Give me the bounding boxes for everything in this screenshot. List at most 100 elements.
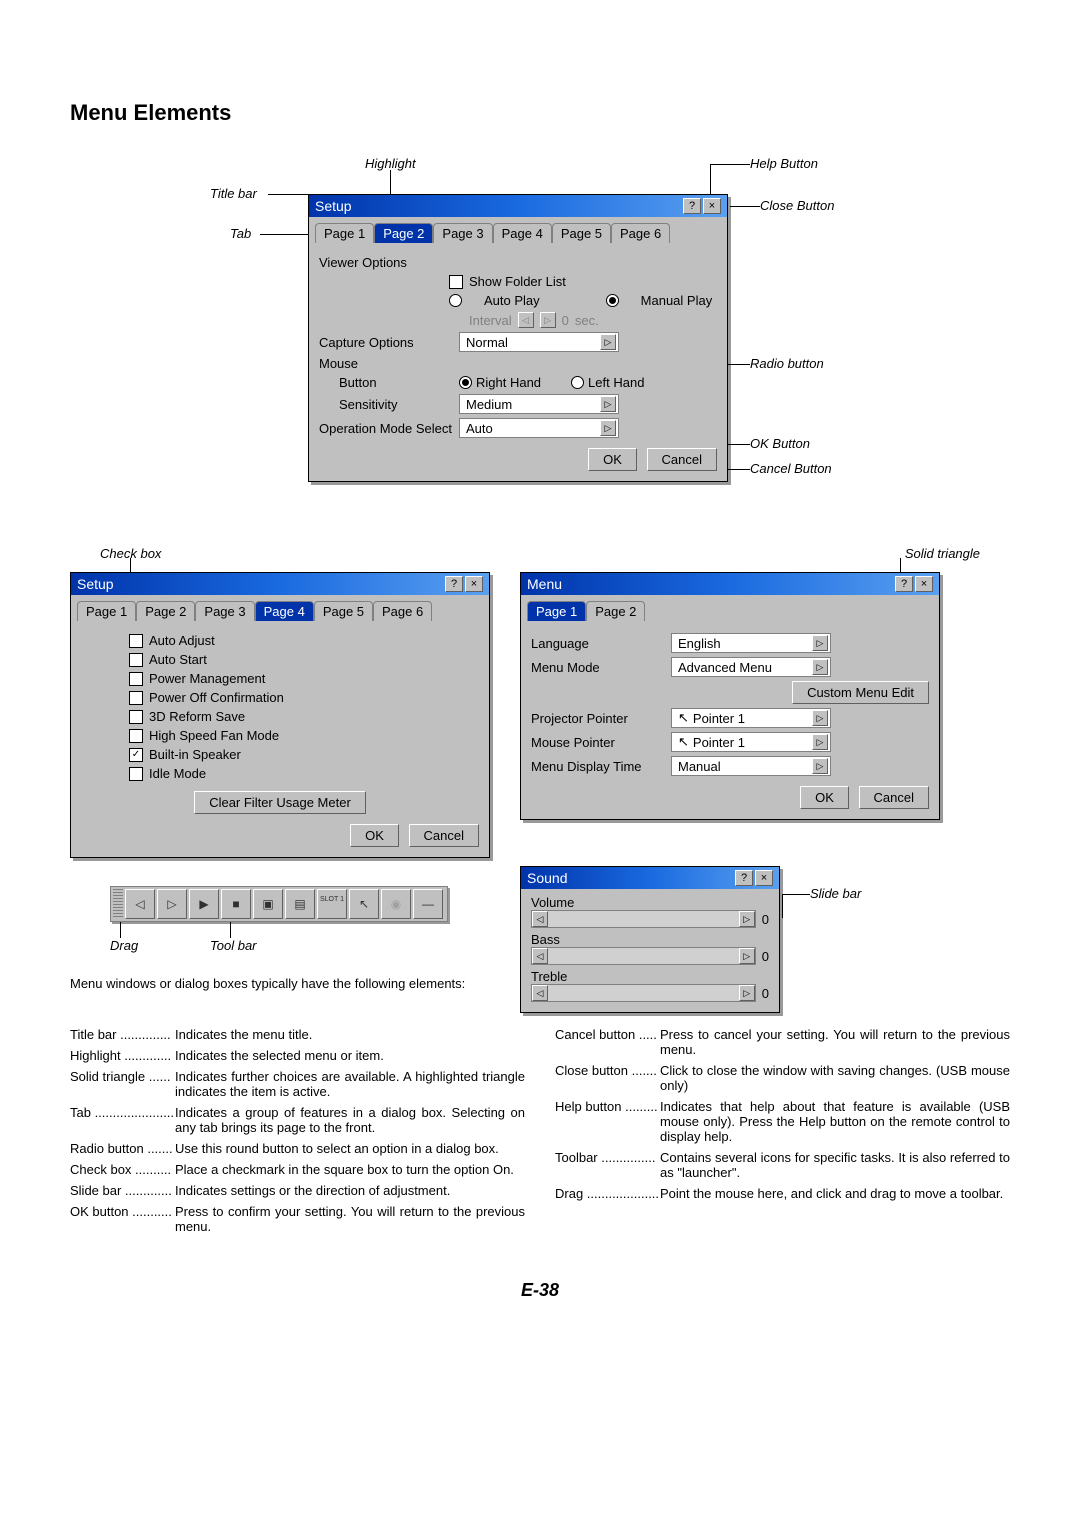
- title-bar[interactable]: Menu ? ×: [521, 573, 939, 595]
- checkbox[interactable]: [129, 691, 143, 705]
- checkbox[interactable]: [129, 710, 143, 724]
- stamp-icon[interactable]: ◉: [381, 889, 411, 919]
- treble-slider[interactable]: ◁▷: [531, 984, 756, 1002]
- slider-right-icon[interactable]: ▷: [739, 948, 755, 964]
- desc-item: Drag ....................Point the mouse…: [555, 1186, 1010, 1201]
- minimize-icon[interactable]: —: [413, 889, 443, 919]
- tab-page-3[interactable]: Page 3: [433, 223, 492, 243]
- checkbox[interactable]: [129, 729, 143, 743]
- interval-left-icon[interactable]: ◁: [518, 312, 534, 328]
- menu-mode-combo[interactable]: Advanced Menu▷: [671, 657, 831, 677]
- desc-def: Indicates the selected menu or item.: [175, 1048, 525, 1063]
- auto-play-radio[interactable]: [449, 294, 462, 307]
- tab-page-6[interactable]: Page 6: [373, 601, 432, 621]
- sensitivity-combo[interactable]: Medium▷: [459, 394, 619, 414]
- left-hand-radio[interactable]: [571, 376, 584, 389]
- projector-pointer-combo[interactable]: ↖Pointer 1▷: [671, 708, 831, 728]
- slot-icon[interactable]: SLOT 1: [317, 889, 347, 919]
- tab-page-5[interactable]: Page 5: [314, 601, 373, 621]
- triangle-icon: ▷: [600, 396, 616, 412]
- ok-button[interactable]: OK: [588, 448, 637, 471]
- interval-label: Interval: [469, 313, 512, 328]
- toolbar[interactable]: ◁ ▷ ▶ ■ ▣ ▤ SLOT 1 ↖ ◉ —: [110, 886, 448, 922]
- doc-icon[interactable]: ▤: [285, 889, 315, 919]
- help-icon[interactable]: ?: [895, 576, 913, 592]
- drag-handle[interactable]: [113, 889, 123, 919]
- tab-page-4[interactable]: Page 4: [493, 223, 552, 243]
- tab-page-2[interactable]: Page 2: [586, 601, 645, 621]
- language-combo[interactable]: English▷: [671, 633, 831, 653]
- tab-page-5[interactable]: Page 5: [552, 223, 611, 243]
- interval-right-icon[interactable]: ▷: [540, 312, 556, 328]
- tab-page-1[interactable]: Page 1: [527, 601, 586, 621]
- desc-item: Toolbar ...............Contains several …: [555, 1150, 1010, 1180]
- slider-right-icon[interactable]: ▷: [739, 911, 755, 927]
- tab-page-2[interactable]: Page 2: [374, 223, 433, 243]
- pointer-icon[interactable]: ↖: [349, 889, 379, 919]
- slider-right-icon[interactable]: ▷: [739, 985, 755, 1001]
- op-mode-combo[interactable]: Auto▷: [459, 418, 619, 438]
- list-item: Idle Mode: [129, 766, 479, 781]
- triangle-icon: ▷: [812, 659, 828, 675]
- tab-page-1[interactable]: Page 1: [77, 601, 136, 621]
- ok-button[interactable]: OK: [350, 824, 399, 847]
- title-bar[interactable]: Setup ? ×: [309, 195, 727, 217]
- bass-slider[interactable]: ◁▷: [531, 947, 756, 965]
- slider-left-icon[interactable]: ◁: [532, 911, 548, 927]
- show-folder-list-checkbox[interactable]: [449, 275, 463, 289]
- desc-term: OK button ...........: [70, 1204, 175, 1234]
- prev-icon[interactable]: ◁: [125, 889, 155, 919]
- clear-filter-button[interactable]: Clear Filter Usage Meter: [194, 791, 366, 814]
- slider-left-icon[interactable]: ◁: [532, 948, 548, 964]
- tab-page-4[interactable]: Page 4: [255, 601, 314, 621]
- tab-page-3[interactable]: Page 3: [195, 601, 254, 621]
- help-icon[interactable]: ?: [735, 870, 753, 886]
- help-icon[interactable]: ?: [445, 576, 463, 592]
- play-icon[interactable]: ▶: [189, 889, 219, 919]
- callout-radio: Radio button: [750, 356, 824, 371]
- desc-term: Tab ......................: [70, 1105, 175, 1135]
- checkbox[interactable]: [129, 672, 143, 686]
- window-icon[interactable]: ▣: [253, 889, 283, 919]
- tab-page-2[interactable]: Page 2: [136, 601, 195, 621]
- custom-menu-edit-button[interactable]: Custom Menu Edit: [792, 681, 929, 704]
- triangle-icon: ▷: [812, 635, 828, 651]
- tab-page-6[interactable]: Page 6: [611, 223, 670, 243]
- stop-icon[interactable]: ■: [221, 889, 251, 919]
- mouse-pointer-combo[interactable]: ↖Pointer 1▷: [671, 732, 831, 752]
- desc-term: Drag ....................: [555, 1186, 660, 1201]
- desc-def: Indicates a group of features in a dialo…: [175, 1105, 525, 1135]
- ok-button[interactable]: OK: [800, 786, 849, 809]
- next-icon[interactable]: ▷: [157, 889, 187, 919]
- desc-term: Solid triangle ......: [70, 1069, 175, 1099]
- cancel-button[interactable]: Cancel: [647, 448, 717, 471]
- viewer-options-label: Viewer Options: [319, 255, 407, 270]
- checkbox[interactable]: [129, 748, 143, 762]
- manual-play-radio[interactable]: [606, 294, 619, 307]
- checkbox[interactable]: [129, 634, 143, 648]
- triangle-icon: ▷: [600, 420, 616, 436]
- menu-display-time-combo[interactable]: Manual▷: [671, 756, 831, 776]
- checkbox-label: Auto Adjust: [149, 633, 215, 648]
- cancel-button[interactable]: Cancel: [409, 824, 479, 847]
- desc-item: Highlight .............Indicates the sel…: [70, 1048, 525, 1063]
- title-bar[interactable]: Sound ? ×: [521, 867, 779, 889]
- slider-left-icon[interactable]: ◁: [532, 985, 548, 1001]
- title-bar[interactable]: Setup ? ×: [71, 573, 489, 595]
- volume-slider[interactable]: ◁▷: [531, 910, 756, 928]
- help-icon[interactable]: ?: [683, 198, 701, 214]
- checkbox[interactable]: [129, 653, 143, 667]
- right-hand-radio[interactable]: [459, 376, 472, 389]
- title-text: Sound: [527, 870, 733, 886]
- checkbox[interactable]: [129, 767, 143, 781]
- close-icon[interactable]: ×: [915, 576, 933, 592]
- capture-options-combo[interactable]: Normal▷: [459, 332, 619, 352]
- desc-term: Highlight .............: [70, 1048, 175, 1063]
- callout-drag: Drag: [110, 938, 138, 953]
- tab-page-1[interactable]: Page 1: [315, 223, 374, 243]
- close-icon[interactable]: ×: [755, 870, 773, 886]
- checkbox-label: High Speed Fan Mode: [149, 728, 279, 743]
- close-icon[interactable]: ×: [465, 576, 483, 592]
- cancel-button[interactable]: Cancel: [859, 786, 929, 809]
- close-icon[interactable]: ×: [703, 198, 721, 214]
